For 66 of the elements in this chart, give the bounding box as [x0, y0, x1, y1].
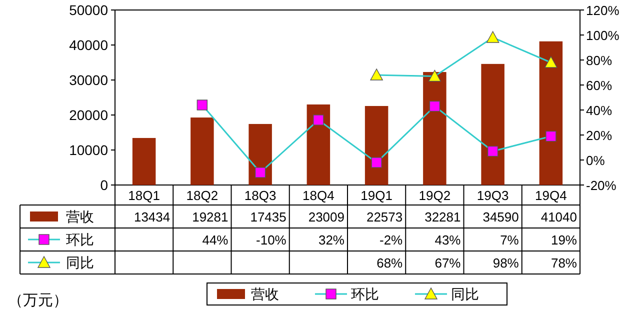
x-tick-label: 19Q3: [476, 188, 509, 203]
y2-tick-label: 80%: [586, 53, 612, 68]
data-label: 41040: [540, 210, 577, 224]
point: [429, 100, 440, 112]
y-tick-label: 50000: [69, 2, 108, 18]
y-tick-label: 0: [100, 177, 108, 193]
data-label: 78%: [550, 256, 578, 270]
data-label: 44%: [202, 232, 229, 248]
legend-label: 同比: [451, 286, 479, 302]
bar: [248, 124, 272, 185]
data-label: 7%: [500, 232, 520, 248]
point: [486, 31, 500, 43]
legend-label: 环比: [351, 286, 379, 302]
data-label: 17435: [250, 210, 286, 224]
y-tick-label: 30000: [69, 72, 108, 88]
bar: [539, 41, 563, 185]
data-label: 98%: [492, 256, 520, 270]
y2-tick-label: 100%: [586, 28, 620, 43]
x-tick-label: 19Q2: [418, 188, 451, 203]
legend-label: 营收: [66, 208, 94, 224]
y-tick-label: 40000: [69, 37, 108, 53]
point: [428, 70, 442, 82]
point: [313, 114, 324, 126]
x-tick-label: 19Q4: [535, 188, 567, 203]
bar: [423, 72, 446, 185]
data-label: 43%: [434, 232, 462, 248]
x-tick-label: 18Q1: [128, 188, 160, 203]
x-tick-label: 19Q1: [360, 188, 392, 203]
data-label: 19281: [192, 210, 228, 224]
bar: [132, 138, 156, 185]
data-label: -10%: [256, 232, 287, 248]
point: [254, 167, 266, 178]
text: （万元）: [8, 292, 68, 309]
data-label: 22573: [366, 210, 403, 224]
data-label: 67%: [434, 256, 462, 270]
data-label: 68%: [376, 256, 404, 270]
y-tick-label: 20000: [69, 107, 108, 123]
y2-tick-label: 40%: [586, 103, 612, 118]
y2-tick-label: 0%: [586, 153, 606, 168]
text: 同比: [66, 254, 94, 270]
y2-tick-label: 120%: [586, 3, 620, 18]
text: 环比: [66, 232, 94, 248]
data-label: 19%: [550, 232, 578, 248]
data-label: 23009: [308, 210, 344, 224]
point: [487, 146, 498, 157]
point: [370, 68, 383, 80]
x-tick-label: 18Q4: [302, 188, 334, 203]
point: [196, 100, 208, 110]
y2-tick-label: 60%: [586, 78, 612, 93]
x-tick-label: 18Q2: [186, 188, 218, 203]
x-tick-label: 18Q3: [244, 188, 276, 203]
y-tick-label: 10000: [69, 142, 108, 158]
data-label: 32%: [318, 232, 345, 248]
bar: [190, 118, 214, 185]
y2-tick-label: -20%: [586, 178, 617, 193]
bar: [364, 106, 388, 185]
bar: [481, 64, 504, 185]
point: [546, 130, 556, 142]
data-label: -2%: [380, 232, 404, 248]
point: [371, 157, 382, 168]
data-label: 32281: [424, 210, 461, 224]
bar: [306, 104, 330, 185]
data-label: 34590: [482, 210, 519, 224]
data-label: 13434: [134, 210, 170, 224]
point: [544, 56, 558, 68]
y2-tick-label: 20%: [586, 128, 612, 143]
